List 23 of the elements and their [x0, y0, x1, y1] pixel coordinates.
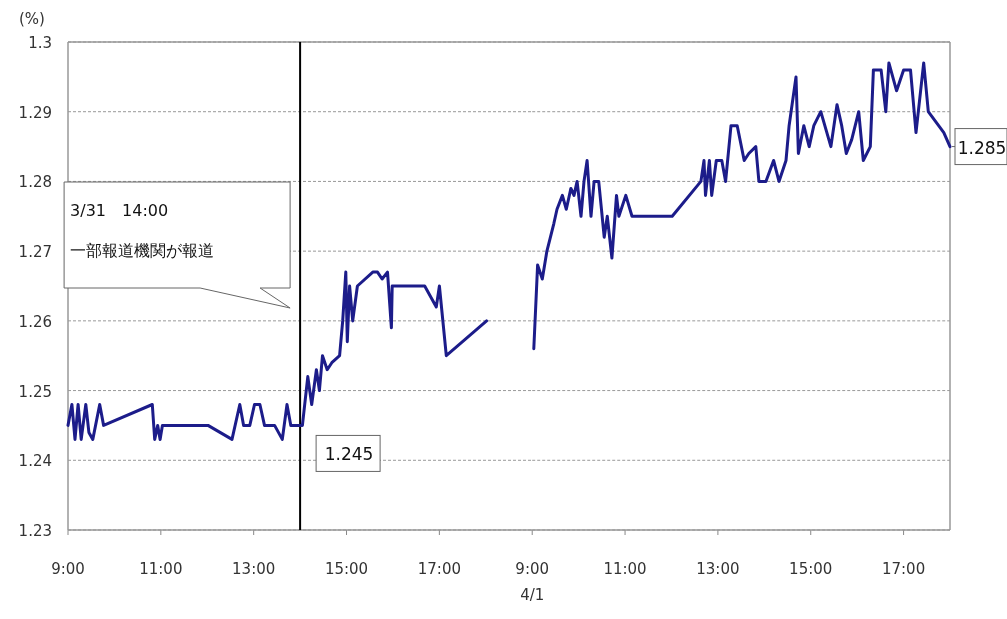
x-tick-label: 13:00: [232, 560, 276, 578]
y-axis-title: (%): [19, 10, 45, 28]
y-tick-label: 1.26: [18, 312, 52, 331]
x-tick-label: 13:00: [696, 560, 740, 578]
x-tick-label: 9:00: [51, 560, 85, 578]
x-tick-label: 9:00: [515, 560, 550, 578]
y-tick-label: 1.29: [18, 103, 52, 122]
annotation: 1.245: [324, 444, 374, 465]
y-tick-label: 1.23: [18, 522, 52, 540]
x-tick-label: 11:00: [603, 560, 647, 578]
x-tick-label: 15:00: [324, 560, 369, 578]
y-tick-label: 1.3: [28, 34, 52, 52]
x-tick-label: 15:00: [789, 560, 833, 578]
text: 4/1: [520, 586, 545, 604]
y-tick-label: 1.24: [18, 452, 52, 471]
x-tick-label: 17:00: [881, 560, 926, 578]
annotation: 1.285: [957, 137, 1007, 158]
y-tick-label: 1.27: [18, 243, 52, 262]
text: 3/31 14:00 一部報道機関が報道: [70, 201, 215, 260]
y-tick-label: 1.28: [18, 173, 52, 192]
x-tick-label: 17:00: [417, 560, 461, 578]
x-tick-label: 11:00: [139, 560, 183, 578]
y-tick-label: 1.25: [18, 382, 52, 401]
